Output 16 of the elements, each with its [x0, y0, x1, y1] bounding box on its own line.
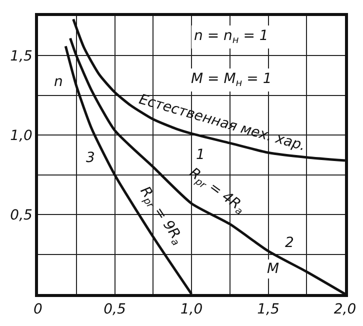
annotation: M = M$_{н}$ = 1: [191, 71, 272, 89]
x-tick-label: 1,0: [180, 302, 203, 318]
y-tick-label: 0,5: [10, 207, 33, 224]
line-series: [72, 18, 345, 162]
x-tick-label: 2,0: [334, 302, 356, 318]
y-tick-label: 1,0: [10, 128, 33, 144]
x-tick-label: 0: [34, 302, 43, 318]
annotation: 3: [86, 150, 95, 166]
x-tick-label: 0,5: [104, 302, 126, 318]
y-axis-title: n: [54, 74, 63, 90]
x-tick-label: 1,5: [257, 302, 280, 318]
annotation: n = n$_{н}$ = 1: [194, 28, 268, 46]
annotation: 1: [196, 147, 205, 163]
annotation: 2: [285, 235, 294, 251]
y-tick-label: 1,5: [10, 48, 33, 65]
x-axis-title: M: [267, 261, 280, 277]
